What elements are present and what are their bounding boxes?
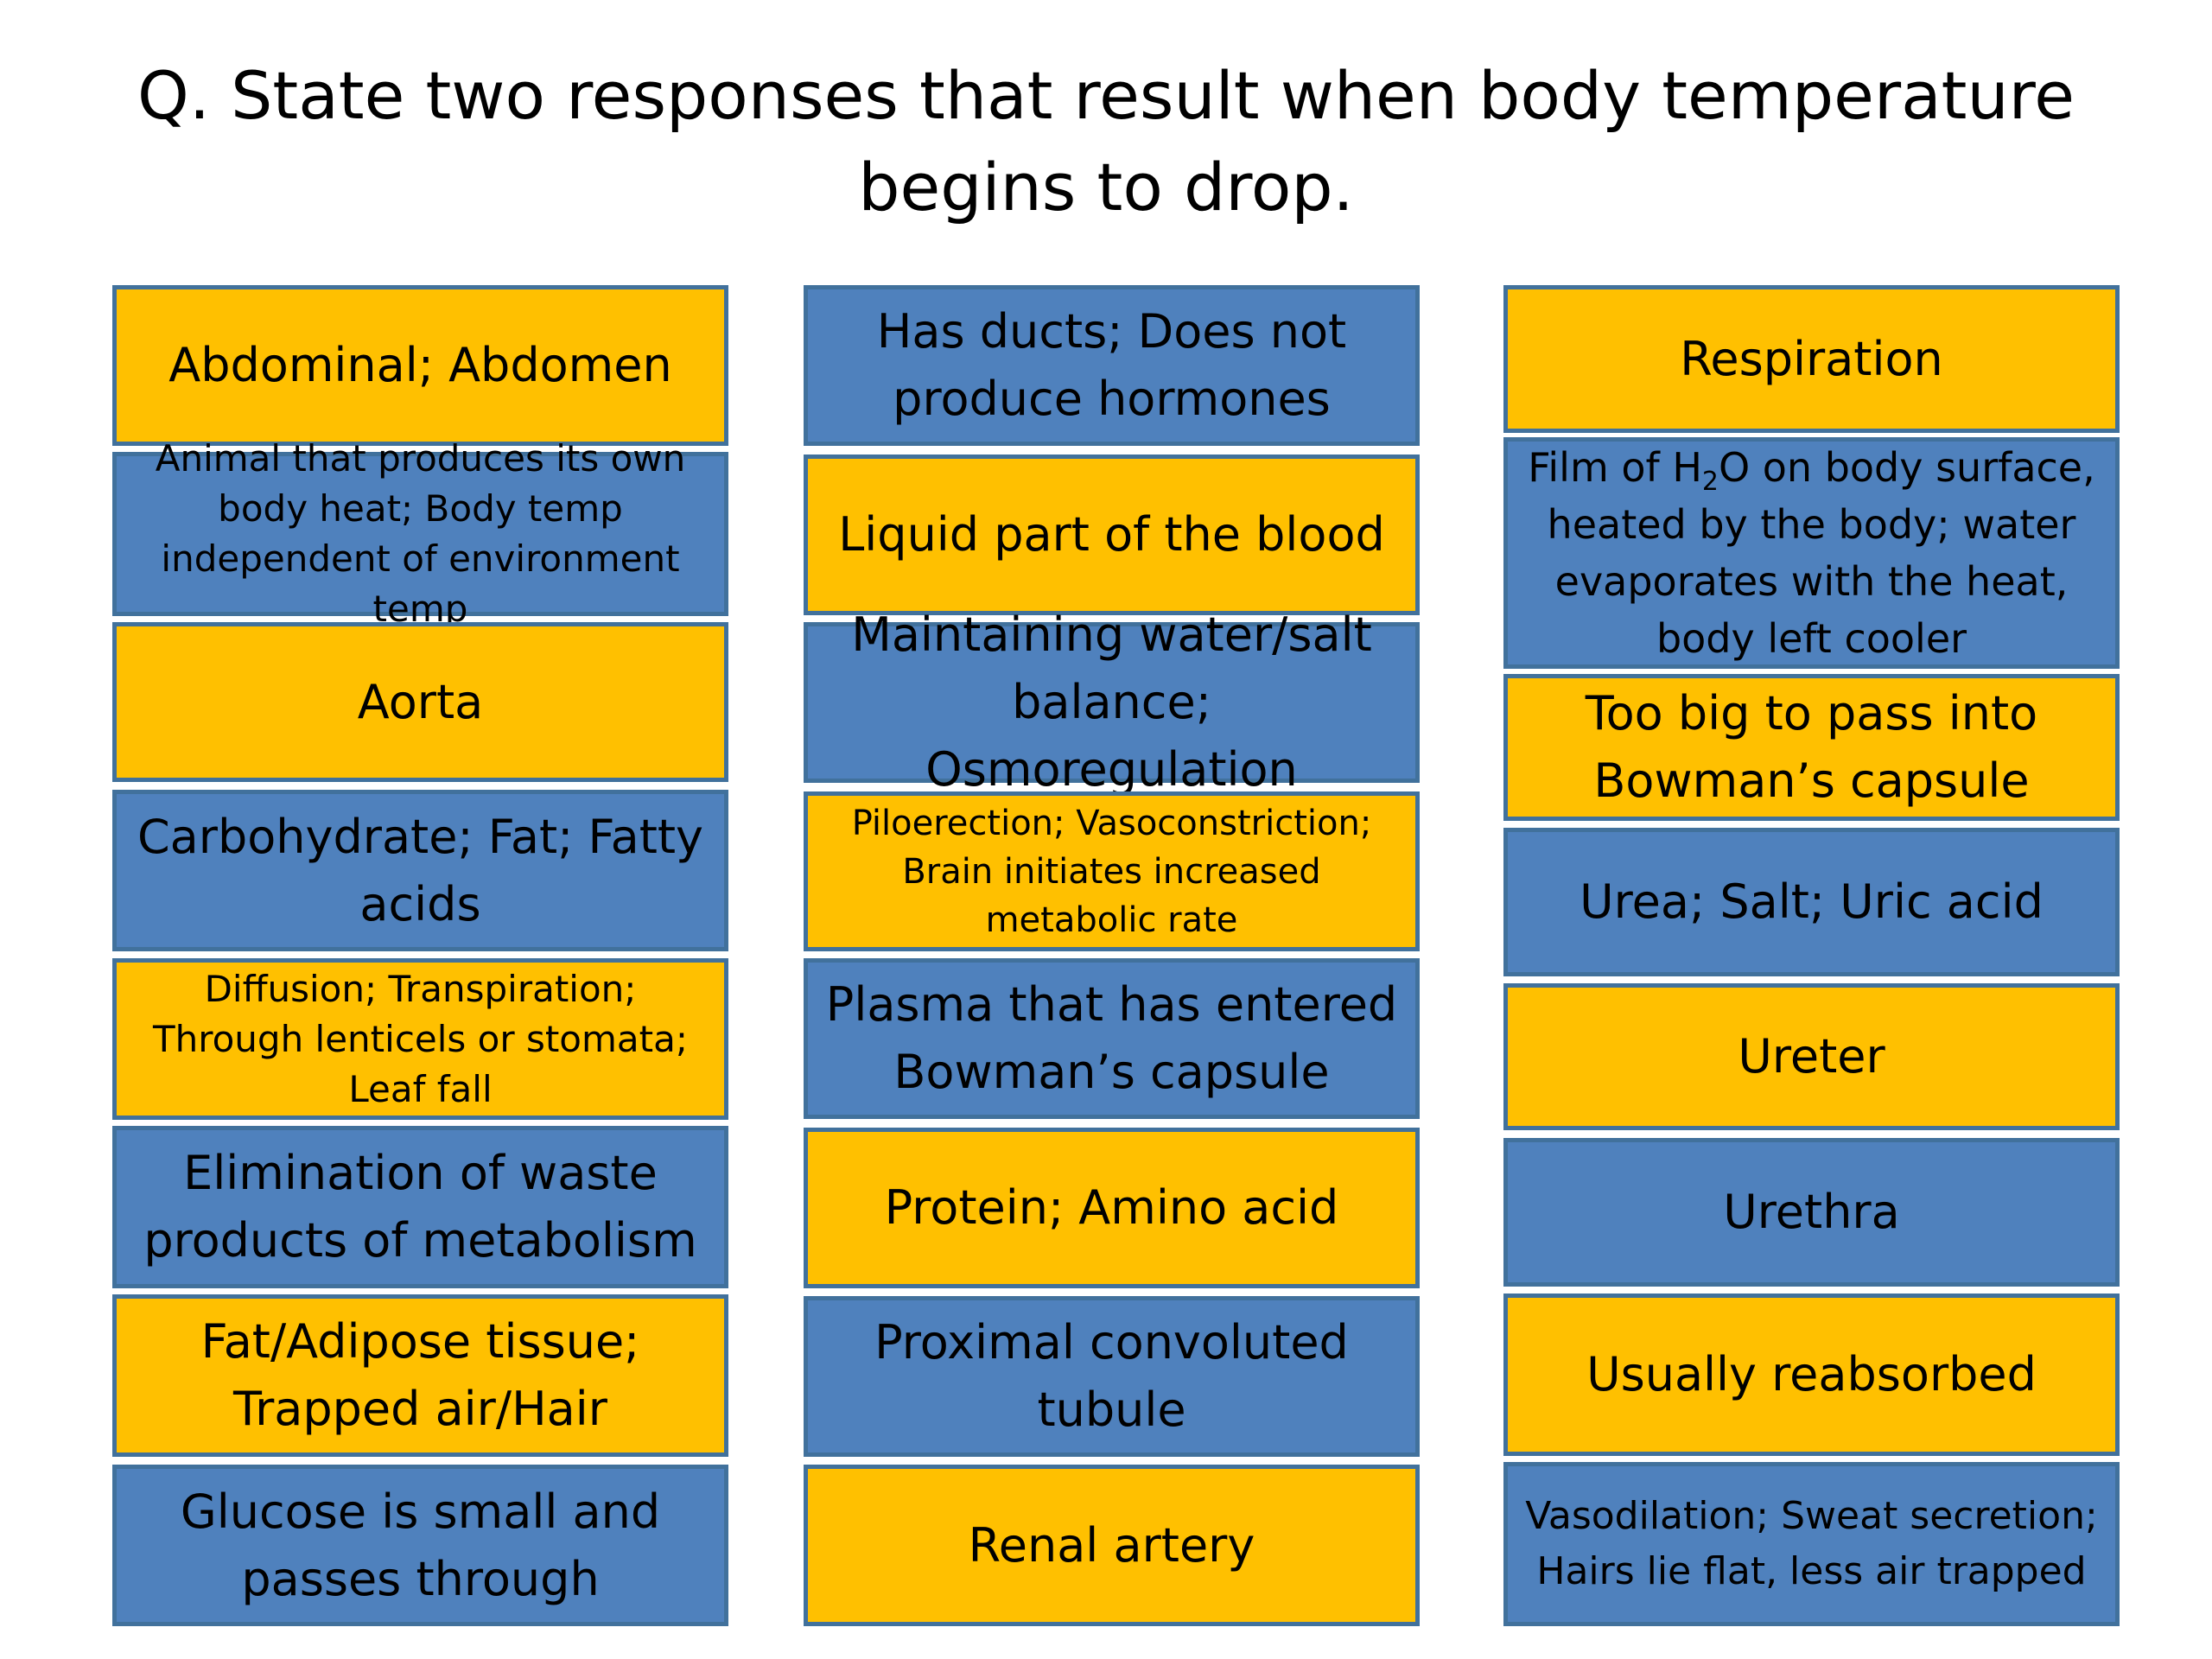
answer-card-text: Usually reabsorbed	[1586, 1347, 2037, 1402]
answer-card-text: Animal that produces its own body heat; …	[155, 437, 686, 630]
answer-card-fat-adipose[interactable]: Fat/Adipose tissue; Trapped air/Hair	[112, 1294, 728, 1457]
answer-card-reabsorbed[interactable]: Usually reabsorbed	[1503, 1294, 2120, 1456]
answer-card-ureter[interactable]: Ureter	[1503, 983, 2120, 1130]
answer-card-piloerection[interactable]: Piloerection; Vasoconstriction; Brain in…	[804, 791, 1420, 951]
answer-card-liquid-part[interactable]: Liquid part of the blood	[804, 454, 1420, 615]
answer-card-text: Fat/Adipose tissue; Trapped air/Hair	[200, 1314, 640, 1436]
answer-card-aorta[interactable]: Aorta	[112, 622, 728, 782]
answer-card-text: Vasodilation; Sweat secretion; Hairs lie…	[1525, 1494, 2098, 1593]
answer-card-plasma-bowmans[interactable]: Plasma that has entered Bowman’s capsule	[804, 958, 1420, 1119]
answer-card-text: Aorta	[357, 674, 484, 729]
answer-card-osmoregulation[interactable]: Maintaining water/salt balance; Osmoregu…	[804, 607, 1420, 797]
answer-card-abdominal[interactable]: Abdominal; Abdomen	[112, 285, 728, 446]
answer-card-diffusion[interactable]: Diffusion; Transpiration; Through lentic…	[112, 958, 728, 1120]
answer-card-text: Elimination of waste products of metabol…	[143, 1146, 697, 1268]
answer-card-text: Has ducts; Does not produce hormones	[876, 304, 1347, 426]
question-title-line-2: begins to drop.	[858, 149, 1354, 226]
answer-card-text-pre: Film of H	[1528, 444, 1702, 491]
answer-card-text: Piloerection; Vasoconstriction; Brain in…	[851, 803, 1372, 940]
answer-card-text: Ureter	[1738, 1029, 1885, 1084]
answer-card-respiration[interactable]: Respiration	[1503, 285, 2120, 433]
answer-card-urea[interactable]: Urea; Salt; Uric acid	[1503, 828, 2120, 976]
answer-card-has-ducts[interactable]: Has ducts; Does not produce hormones	[804, 285, 1420, 446]
answer-card-vasodilation[interactable]: Vasodilation; Sweat secretion; Hairs lie…	[1503, 1462, 2120, 1626]
answer-card-text: Protein; Amino acid	[884, 1180, 1339, 1235]
answer-card-text: Abdominal; Abdomen	[168, 338, 672, 392]
answer-card-text: Too big to pass into Bowman’s capsule	[1585, 686, 2038, 808]
answer-card-sweat-film[interactable]: Film of H2O on body surface, heated by t…	[1503, 437, 2120, 669]
question-title: Q. State two responses that result when …	[0, 50, 2212, 233]
answer-card-endotherm[interactable]: Animal that produces its own body heat; …	[112, 437, 728, 630]
answer-card-glucose[interactable]: Glucose is small and passes through	[112, 1465, 728, 1626]
answer-card-text: Respiration	[1680, 331, 1943, 386]
answer-card-text: Plasma that has entered Bowman’s capsule	[825, 977, 1398, 1099]
answer-card-text: Liquid part of the blood	[838, 507, 1385, 562]
answer-card-carbohydrate[interactable]: Carbohydrate; Fat; Fatty acids	[112, 790, 728, 951]
answer-card-text: Maintaining water/salt balance; Osmoregu…	[851, 607, 1372, 797]
question-title-line-1: Q. State two responses that result when …	[137, 57, 2075, 134]
answer-card-proximal-tubule[interactable]: Proximal convoluted tubule	[804, 1296, 1420, 1457]
answer-card-text: Renal artery	[968, 1517, 1255, 1573]
answer-card-text: Urethra	[1723, 1185, 1900, 1239]
answer-card-too-big[interactable]: Too big to pass into Bowman’s capsule	[1503, 674, 2120, 821]
answer-card-protein[interactable]: Protein; Amino acid	[804, 1128, 1420, 1288]
answer-card-text: Carbohydrate; Fat; Fatty acids	[137, 809, 704, 931]
answer-card-text-post: O on body surface, heated by the body; w…	[1547, 444, 2095, 662]
answer-card-text: Glucose is small and passes through	[180, 1484, 661, 1606]
subscript-2: 2	[1701, 467, 1719, 498]
answer-card-text: Diffusion; Transpiration; Through lentic…	[152, 967, 689, 1110]
answer-card-renal-artery[interactable]: Renal artery	[804, 1465, 1420, 1626]
answer-card-text: Proximal convoluted tubule	[874, 1315, 1349, 1437]
answer-card-elimination[interactable]: Elimination of waste products of metabol…	[112, 1126, 728, 1288]
answer-card-urethra[interactable]: Urethra	[1503, 1138, 2120, 1287]
answer-card-text: Film of H2O on body surface, heated by t…	[1525, 439, 2098, 667]
answer-card-text: Urea; Salt; Uric acid	[1580, 874, 2044, 929]
